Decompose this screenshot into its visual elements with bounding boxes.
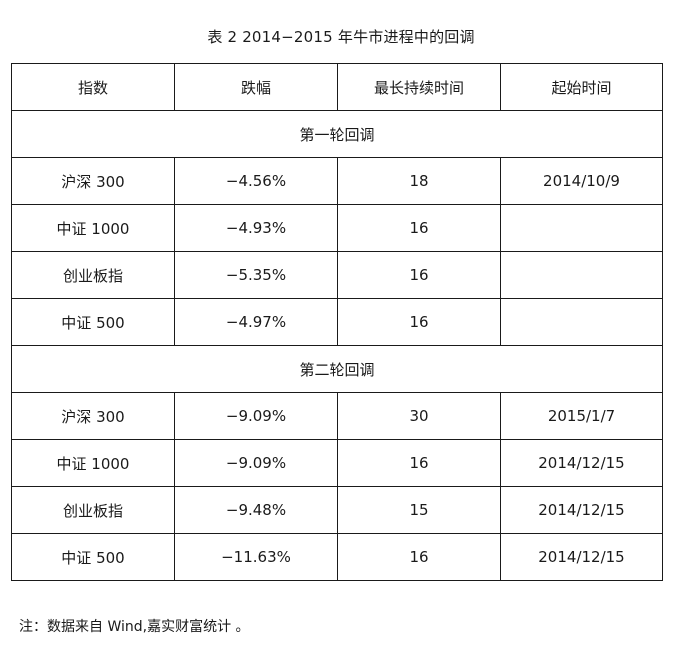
- cell-duration: 16: [337, 533, 501, 581]
- cell-index: 中证 1000: [11, 204, 175, 252]
- table-row: 沪深 300 −9.09% 30 2015/1/7: [11, 392, 663, 440]
- cell-duration: 15: [337, 486, 501, 534]
- section-label: 第二轮回调: [11, 345, 663, 393]
- cell-decline: −4.56%: [174, 157, 338, 205]
- cell-duration: 16: [337, 251, 501, 299]
- cell-index: 中证 500: [11, 533, 175, 581]
- cell-decline: −4.93%: [174, 204, 338, 252]
- cell-start-date: [500, 204, 663, 252]
- table-row: 中证 500 −11.63% 16 2014/12/15: [11, 533, 663, 581]
- header-index: 指数: [11, 63, 175, 111]
- cell-decline: −9.48%: [174, 486, 338, 534]
- cell-duration: 30: [337, 392, 501, 440]
- section-row: 第一轮回调: [11, 110, 663, 158]
- cell-decline: −9.09%: [174, 392, 338, 440]
- cell-duration: 16: [337, 298, 501, 346]
- header-duration: 最长持续时间: [337, 63, 501, 111]
- header-row: 指数 跌幅 最长持续时间 起始时间: [11, 63, 663, 111]
- cell-index: 中证 500: [11, 298, 175, 346]
- table-title: 表 2 2014−2015 年牛市进程中的回调: [207, 28, 475, 46]
- header-start-date: 起始时间: [500, 63, 663, 111]
- cell-duration: 16: [337, 204, 501, 252]
- header-decline: 跌幅: [174, 63, 338, 111]
- cell-decline: −5.35%: [174, 251, 338, 299]
- cell-index: 创业板指: [11, 251, 175, 299]
- cell-index: 创业板指: [11, 486, 175, 534]
- table-row: 中证 500 −4.97% 16: [11, 298, 663, 346]
- cell-decline: −11.63%: [174, 533, 338, 581]
- cell-duration: 18: [337, 157, 501, 205]
- cell-start-date: 2014/12/15: [500, 439, 663, 487]
- section-label: 第一轮回调: [11, 110, 663, 158]
- cell-start-date: [500, 251, 663, 299]
- cell-start-date: 2014/12/15: [500, 486, 663, 534]
- table-row: 沪深 300 −4.56% 18 2014/10/9: [11, 157, 663, 205]
- source-note: 注：数据来自 Wind,嘉实财富统计 。: [19, 619, 250, 635]
- cell-decline: −4.97%: [174, 298, 338, 346]
- cell-index: 沪深 300: [11, 157, 175, 205]
- cell-duration: 16: [337, 439, 501, 487]
- table-row: 创业板指 −9.48% 15 2014/12/15: [11, 486, 663, 534]
- cell-start-date: 2015/1/7: [500, 392, 663, 440]
- cell-index: 沪深 300: [11, 392, 175, 440]
- cell-start-date: 2014/10/9: [500, 157, 663, 205]
- cell-index: 中证 1000: [11, 439, 175, 487]
- cell-start-date: [500, 298, 663, 346]
- section-row: 第二轮回调: [11, 345, 663, 393]
- cell-decline: −9.09%: [174, 439, 338, 487]
- table-row: 中证 1000 −9.09% 16 2014/12/15: [11, 439, 663, 487]
- table-row: 创业板指 −5.35% 16: [11, 251, 663, 299]
- cell-start-date: 2014/12/15: [500, 533, 663, 581]
- pullback-table: 指数 跌幅 最长持续时间 起始时间 第一轮回调 沪深 300 −4.56% 18…: [11, 63, 663, 581]
- table-row: 中证 1000 −4.93% 16: [11, 204, 663, 252]
